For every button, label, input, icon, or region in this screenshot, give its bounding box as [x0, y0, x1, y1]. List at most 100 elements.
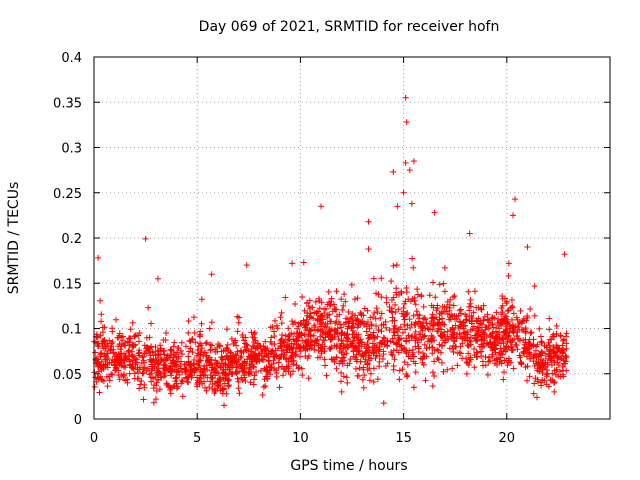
data-point	[100, 378, 107, 385]
data-point	[91, 383, 98, 390]
data-point	[148, 378, 155, 385]
data-point	[204, 374, 211, 381]
data-point	[350, 327, 357, 334]
data-point	[161, 368, 168, 375]
data-point	[463, 370, 470, 377]
data-point-outlier	[551, 388, 558, 395]
data-point-outlier	[524, 244, 531, 251]
data-point	[517, 307, 524, 314]
data-point	[457, 333, 464, 340]
data-point	[457, 310, 464, 317]
data-point	[504, 298, 511, 305]
data-point	[322, 321, 329, 328]
data-point	[304, 299, 311, 306]
data-point	[260, 356, 267, 363]
data-point	[404, 361, 411, 368]
data-point	[444, 366, 451, 373]
data-point	[549, 370, 556, 377]
data-point	[562, 353, 569, 360]
data-point	[512, 341, 519, 348]
data-point	[150, 374, 157, 381]
data-point	[196, 331, 203, 338]
data-point	[402, 338, 409, 345]
data-point	[480, 329, 487, 336]
data-point	[468, 320, 475, 327]
data-point	[297, 320, 304, 327]
data-point	[459, 319, 466, 326]
data-point	[464, 331, 471, 338]
data-point	[370, 378, 377, 385]
data-point	[108, 359, 115, 366]
data-point	[168, 346, 175, 353]
data-point	[514, 328, 521, 335]
data-point	[377, 315, 384, 322]
data-point	[131, 342, 138, 349]
data-point	[449, 313, 456, 320]
data-point	[382, 363, 389, 370]
data-point	[531, 312, 538, 319]
data-point	[336, 345, 343, 352]
data-point	[560, 336, 567, 343]
data-point	[510, 365, 517, 372]
data-point	[560, 373, 567, 380]
data-point	[401, 300, 408, 307]
data-point	[235, 378, 242, 385]
data-point	[505, 307, 512, 314]
data-point	[98, 311, 105, 318]
data-point	[201, 384, 208, 391]
data-point	[344, 379, 351, 386]
data-point-outlier	[403, 119, 410, 126]
grid	[94, 57, 610, 419]
data-point	[186, 362, 193, 369]
data-point	[545, 339, 552, 346]
data-point	[333, 342, 340, 349]
data-point	[312, 298, 319, 305]
data-point	[430, 321, 437, 328]
data-point	[425, 326, 432, 333]
data-point	[446, 314, 453, 321]
data-point	[398, 289, 405, 296]
data-point	[537, 351, 544, 358]
data-point	[523, 377, 530, 384]
data-point	[152, 344, 159, 351]
data-point	[239, 377, 246, 384]
data-point	[370, 365, 377, 372]
data-point	[338, 378, 345, 385]
data-point	[356, 365, 363, 372]
data-point	[198, 342, 205, 349]
data-point	[305, 333, 312, 340]
data-point	[168, 347, 175, 354]
data-point	[559, 367, 566, 374]
data-point	[242, 346, 249, 353]
data-point	[118, 350, 125, 357]
data-point	[156, 386, 163, 393]
data-point	[177, 362, 184, 369]
data-point	[465, 342, 472, 349]
data-point	[560, 360, 567, 367]
data-point	[378, 340, 385, 347]
data-point	[277, 314, 284, 321]
data-point	[178, 339, 185, 346]
data-point	[435, 347, 442, 354]
data-point	[403, 289, 410, 296]
data-point	[351, 296, 358, 303]
x-tick-label: 0	[90, 431, 98, 446]
data-point	[521, 317, 528, 324]
data-point	[99, 338, 106, 345]
data-point	[163, 381, 170, 388]
data-point	[532, 352, 539, 359]
data-point	[534, 378, 541, 385]
data-point	[541, 377, 548, 384]
data-point	[290, 358, 297, 365]
data-point	[172, 374, 179, 381]
data-point	[369, 340, 376, 347]
data-point	[158, 347, 165, 354]
data-point	[302, 327, 309, 334]
data-point	[380, 348, 387, 355]
data-point	[396, 367, 403, 374]
data-point	[421, 333, 428, 340]
data-point	[315, 347, 322, 354]
data-point	[500, 336, 507, 343]
data-point	[183, 374, 190, 381]
data-point	[233, 368, 240, 375]
